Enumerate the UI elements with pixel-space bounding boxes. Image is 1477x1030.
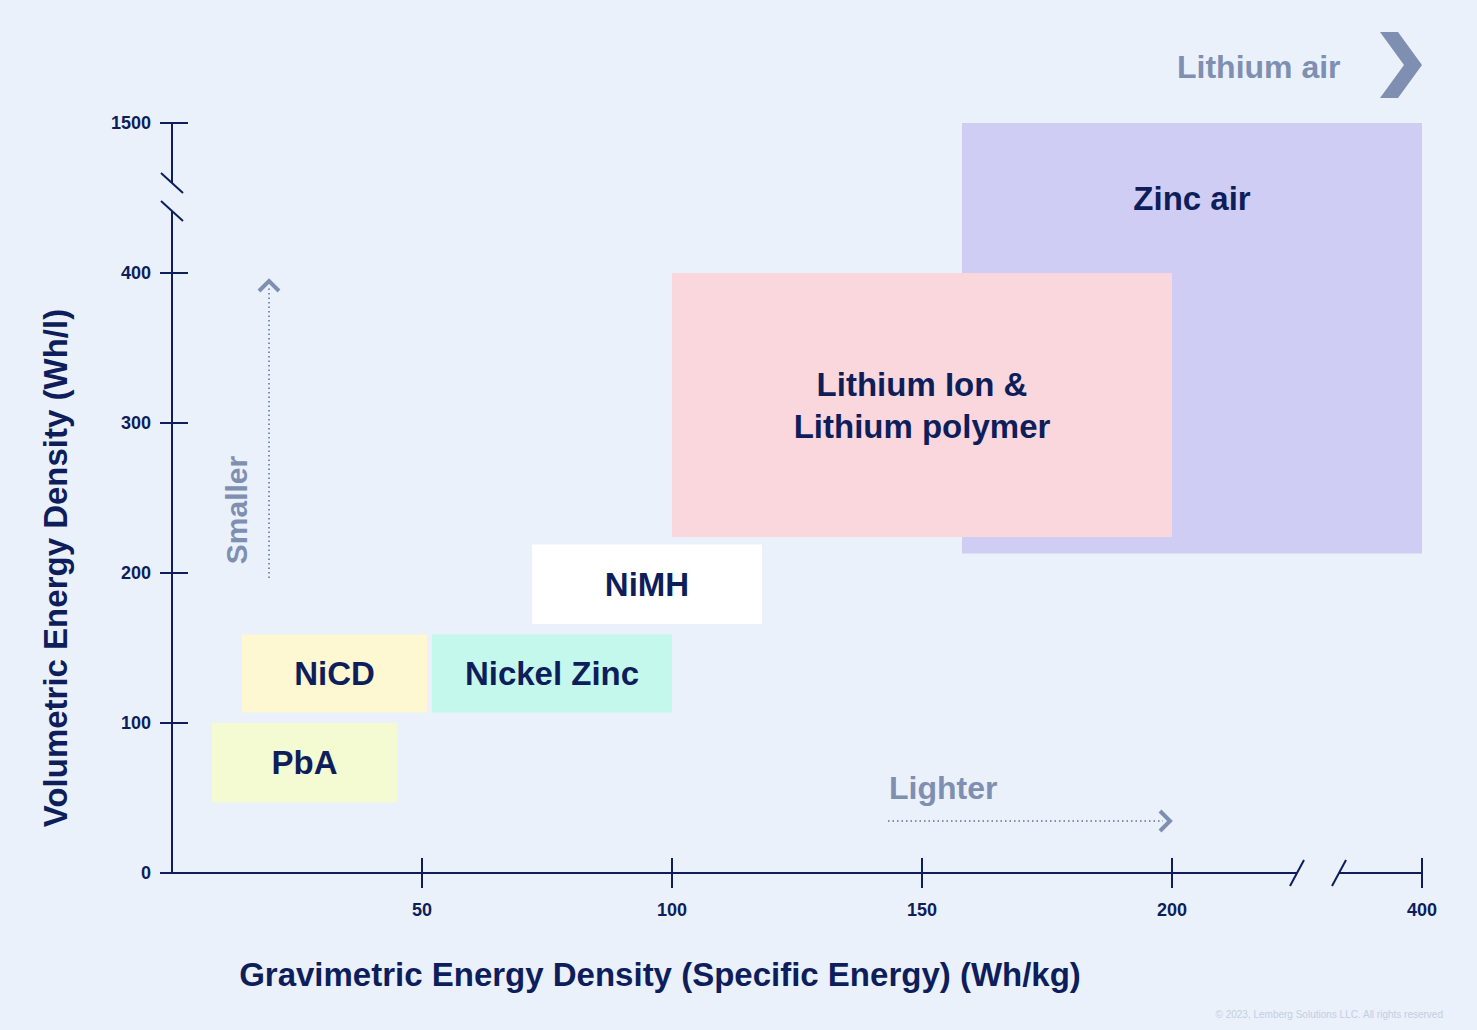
x-tick xyxy=(671,858,673,888)
y-tick-label: 200 xyxy=(121,563,151,583)
x-axis-line xyxy=(1339,872,1422,874)
chart: PbA NiCD Nickel Zinc NiMH Zinc air Lithium Io… xyxy=(0,0,1477,1030)
x-tick xyxy=(1421,858,1423,888)
box-label: Nickel Zinc xyxy=(465,655,639,692)
lighter-arrow-head xyxy=(1160,811,1170,831)
y-axis-line xyxy=(171,211,173,873)
box-label: PbA xyxy=(272,744,338,781)
y-tick xyxy=(160,422,188,424)
range-box xyxy=(532,545,762,625)
x-tick-label: 200 xyxy=(1157,900,1187,920)
y-tick xyxy=(160,272,188,274)
annotation: Lithium air xyxy=(1177,49,1341,85)
annotation: Lighter xyxy=(889,770,997,806)
annotation: Smaller xyxy=(220,455,253,564)
x-tick-label: 400 xyxy=(1407,900,1437,920)
x-axis-title: Gravimetric Energy Density (Specific Ene… xyxy=(239,956,1081,993)
y-axis-break xyxy=(161,201,183,221)
axes: 50 100 150 200 400 0 100 200 300 400 1500 xyxy=(111,113,1437,920)
box-label: NiMH xyxy=(605,566,689,603)
y-tick-label: 400 xyxy=(121,263,151,283)
y-tick xyxy=(160,122,188,124)
box-label: Lithium Ion & Lithium polymer xyxy=(794,366,1051,445)
x-axis-break xyxy=(1290,860,1304,886)
range-box xyxy=(432,635,672,713)
box-labels: PbA NiCD Nickel Zinc NiMH Zinc air Lithium Io… xyxy=(272,180,1251,782)
x-axis-line xyxy=(172,872,1297,874)
smaller-arrow-head xyxy=(259,281,279,291)
box-label: NiCD xyxy=(294,655,375,692)
y-tick xyxy=(160,572,188,574)
box-label-line: Lithium Ion & xyxy=(817,366,1028,403)
background xyxy=(0,0,1477,1030)
lighter-arrow-line xyxy=(888,820,1163,822)
x-tick-label: 100 xyxy=(657,900,687,920)
x-tick-label: 150 xyxy=(907,900,937,920)
x-tick xyxy=(921,858,923,888)
marks xyxy=(212,123,1422,803)
y-tick-label: 300 xyxy=(121,413,151,433)
x-tick xyxy=(1171,858,1173,888)
range-box xyxy=(242,635,427,713)
lithium-air-chevron xyxy=(1380,32,1422,98)
y-tick-label: 1500 xyxy=(111,113,151,133)
box-label-line: Lithium polymer xyxy=(794,408,1051,445)
page: {"chart_data": { "type": "range", "x_lab… xyxy=(0,0,1477,1030)
range-box xyxy=(212,723,397,803)
y-axis-line xyxy=(171,123,173,183)
range-box xyxy=(672,273,1172,537)
box-label: Zinc air xyxy=(1133,180,1251,217)
credit: © 2023, Lemberg Solutions LLC. All right… xyxy=(1216,1009,1444,1020)
y-tick-label: 0 xyxy=(141,863,151,883)
x-tick-label: 50 xyxy=(412,900,432,920)
y-tick xyxy=(160,872,188,874)
y-tick xyxy=(160,722,188,724)
annotations: Smaller Lighter Lithium air xyxy=(220,32,1422,831)
y-axis-title: Volumetric Energy Density (Wh/l) xyxy=(37,309,74,827)
smaller-arrow-line xyxy=(268,288,270,578)
y-tick-label: 100 xyxy=(121,713,151,733)
x-tick xyxy=(421,858,423,888)
